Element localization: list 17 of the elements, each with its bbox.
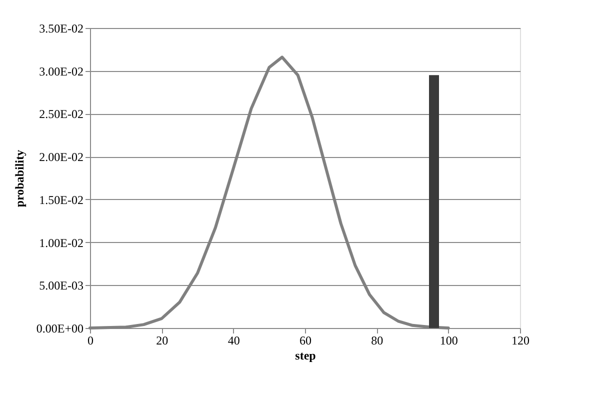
- y-axis-title: probability: [12, 150, 26, 208]
- y-tick-label: 1.50E-02: [39, 192, 84, 207]
- x-tick-label: 60: [300, 334, 312, 348]
- y-tick-label: 3.00E-02: [39, 64, 84, 78]
- x-tick-label: 0: [88, 334, 94, 348]
- y-tick-label: 0.00E+00: [36, 322, 84, 336]
- x-tick-label: 80: [371, 334, 384, 348]
- y-tick-label: 1.00E-02: [39, 236, 84, 250]
- y-tick-label: 5.00E-03: [39, 278, 84, 293]
- x-tick-label: 20: [156, 334, 168, 348]
- y-tick-label: 2.50E-02: [39, 107, 84, 122]
- x-tick-label: 120: [512, 334, 530, 348]
- x-tick-label: 40: [228, 334, 240, 348]
- x-tick-label: 100: [440, 334, 458, 348]
- y-tick-label: 2.00E-02: [39, 150, 84, 164]
- x-axis-title: step: [295, 348, 316, 362]
- y-tick-label: 3.50E-02: [39, 22, 84, 36]
